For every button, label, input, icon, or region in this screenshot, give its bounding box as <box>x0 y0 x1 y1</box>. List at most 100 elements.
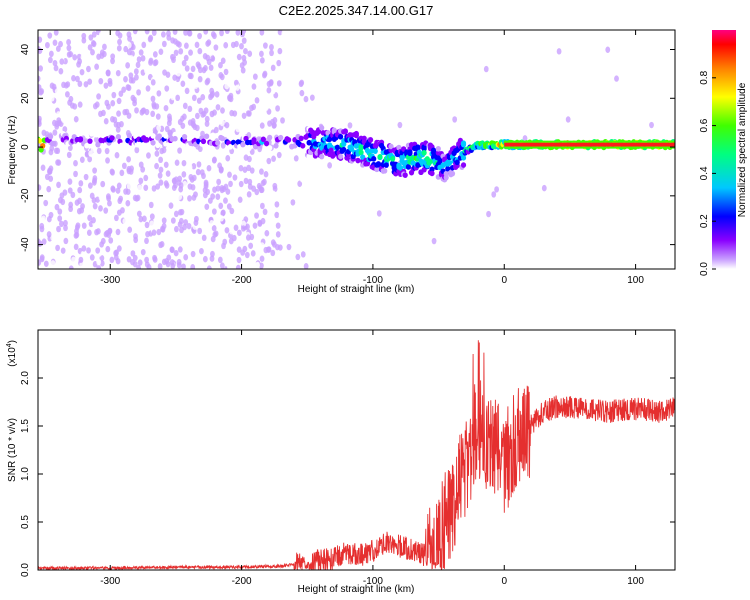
heatmap-cell <box>268 80 274 87</box>
heatmap-cell <box>78 113 83 121</box>
heatmap-cell <box>293 115 299 123</box>
heatmap-cell <box>204 115 210 123</box>
heatmap-cell <box>63 237 69 245</box>
heatmap-cell <box>398 88 403 95</box>
heatmap-cell <box>605 46 611 53</box>
heatmap-cell <box>125 200 131 207</box>
heatmap-cell <box>302 245 308 252</box>
snr-series-line <box>38 340 675 570</box>
heatmap-cell <box>59 58 65 65</box>
heatmap-cell <box>140 141 147 148</box>
heatmap-cell <box>92 175 98 182</box>
colorbar-tick-label: 0.8 <box>699 70 710 84</box>
heatmap-cell <box>183 254 189 261</box>
heatmap-cell <box>390 156 396 162</box>
heatmap-cell <box>86 103 91 111</box>
heatmap-cell <box>288 96 294 103</box>
heatmap-cell <box>177 147 183 154</box>
snr-multiplier-exp: 4 <box>6 343 13 347</box>
heatmap-cell <box>262 208 268 216</box>
heatmap-cell <box>66 44 72 52</box>
heatmap-cell <box>90 145 96 152</box>
heatmap-cell <box>284 67 290 75</box>
heatmap-cell <box>83 81 89 88</box>
heatmap-cell <box>126 91 132 98</box>
heatmap-cell <box>328 147 334 154</box>
heatmap-cell <box>145 85 151 92</box>
heatmap-cell <box>372 148 378 154</box>
heatmap-cell <box>194 112 200 120</box>
heatmap-cell <box>163 104 169 112</box>
heatmap-cell <box>201 172 206 180</box>
heatmap-cell <box>47 73 53 80</box>
heatmap-cell <box>55 244 60 252</box>
heatmap-cell <box>452 116 458 123</box>
heatmap-cell <box>164 125 170 133</box>
heatmap-cell <box>46 231 52 238</box>
heatmap-cell <box>152 254 157 262</box>
heatmap-cell <box>242 245 248 253</box>
heatmap-cell <box>187 72 193 79</box>
heatmap-cell <box>475 161 481 169</box>
heatmap-cell <box>642 57 648 65</box>
heatmap-cell <box>302 176 307 184</box>
heatmap-cell <box>270 87 276 95</box>
heatmap-cell <box>103 207 109 214</box>
heatmap-cell <box>203 181 209 188</box>
heatmap-cell <box>254 97 260 104</box>
heatmap-cell <box>144 108 150 116</box>
heatmap-cell <box>246 191 252 198</box>
heatmap-cell <box>174 225 179 233</box>
heatmap-cell <box>173 210 179 218</box>
heatmap-cell <box>229 207 235 215</box>
heatmap-cell <box>244 251 250 259</box>
heatmap-cell <box>109 168 115 175</box>
heatmap-cell <box>196 161 202 168</box>
heatmap-cell <box>284 214 290 222</box>
heatmap-cell <box>81 245 87 252</box>
heatmap-cell <box>41 129 47 136</box>
heatmap-cell <box>565 116 571 123</box>
heatmap-cell <box>183 42 189 49</box>
heatmap-cell <box>218 41 224 49</box>
heatmap-cell <box>126 84 132 92</box>
heatmap-cell <box>368 110 373 118</box>
heatmap-cell <box>216 178 222 186</box>
heatmap-cell <box>247 178 253 186</box>
heatmap-cell <box>110 186 116 193</box>
heatmap-cell <box>573 180 579 188</box>
heatmap-cell <box>39 254 45 261</box>
heatmap-cell <box>259 57 265 64</box>
heatmap-cell <box>196 191 202 199</box>
heatmap-cell <box>212 109 217 116</box>
heatmap-cell <box>203 30 209 35</box>
heatmap-cell <box>275 222 281 229</box>
heatmap-cell <box>105 193 111 200</box>
heatmap-cell <box>405 164 411 170</box>
heatmap-cell <box>109 256 115 264</box>
heatmap-cell <box>445 165 451 172</box>
heatmap-cell <box>236 53 242 61</box>
heatmap-cell <box>229 228 234 235</box>
heatmap-cell <box>100 180 106 188</box>
heatmap-cell <box>349 146 355 152</box>
heatmap-cell <box>270 249 276 257</box>
heatmap-cell <box>158 48 164 55</box>
heatmap-cell <box>60 162 66 170</box>
heatmap-cell <box>374 166 380 173</box>
heatmap-cell <box>594 207 599 215</box>
heatmap-cell <box>137 184 143 191</box>
heatmap-cell <box>388 143 394 150</box>
heatmap-cell <box>87 214 93 222</box>
heatmap-cell <box>128 72 134 79</box>
heatmap-cell <box>397 121 403 129</box>
heatmap-cell <box>194 132 200 138</box>
heatmap-cell <box>338 153 344 160</box>
heatmap-cell <box>179 226 184 234</box>
heatmap-cell <box>202 191 208 199</box>
heatmap-cell <box>209 220 215 227</box>
heatmap-cell <box>163 161 169 168</box>
heatmap-cell <box>375 161 382 168</box>
heatmap-cell <box>628 264 634 269</box>
heatmap-cell <box>227 144 233 150</box>
